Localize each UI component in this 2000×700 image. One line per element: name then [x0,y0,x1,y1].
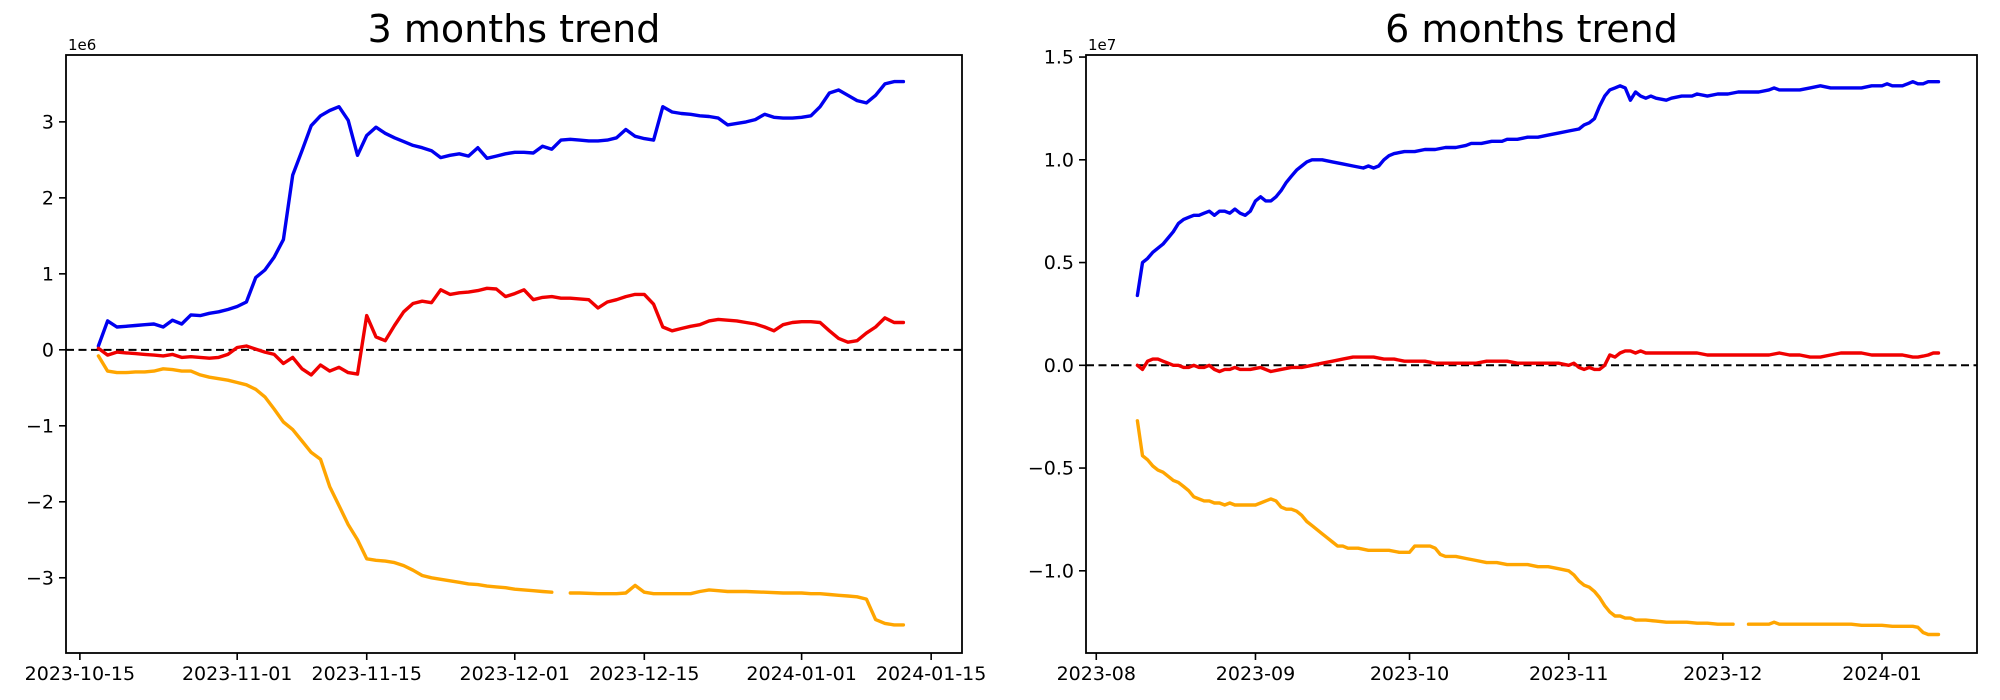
y-tick-label: −2 [26,491,54,513]
y-tick-label: 0.0 [1044,355,1074,377]
series-blue-line [96,79,906,348]
x-tick-label: 2023-12 [1683,663,1762,685]
y-tick-label: 1 [42,263,54,285]
x-tick-label: 2023-12-01 [460,663,570,685]
y-tick-label: −0.5 [1028,458,1074,480]
x-tick-label: 2024-01-15 [876,663,986,685]
y-tick-label: −3 [26,567,54,589]
x-tick-label: 2023-12-15 [589,663,699,685]
plot-border [1085,54,1978,654]
x-tick-label: 2024-01 [1842,663,1921,685]
y-tick-label: −1 [26,415,54,437]
x-tick-label: 2023-10-15 [25,663,135,685]
y-tick-label: 2 [42,187,54,209]
y-axis-scale-label-1e7: 1e7 [1088,36,1117,54]
x-tick-label: 2024-01-01 [746,663,856,685]
x-tick-label: 2023-09 [1216,663,1295,685]
chart-title-3-months: 3 months trend [367,7,661,51]
y-tick-label: 1.5 [1044,47,1074,69]
series-orange-line [1135,419,1941,637]
x-tick-label: 2023-11-15 [312,663,422,685]
x-tick-label: 2023-11 [1529,663,1608,685]
y-tick-label: 0 [42,339,54,361]
series-red-line [96,286,906,377]
y-tick-label: 3 [42,111,54,133]
x-tick-label: 2023-11-01 [182,663,292,685]
y-tick-label: 0.5 [1044,252,1074,274]
chart-title-6-months: 6 months trend [1385,7,1678,51]
x-tick-label: 2023-08 [1057,663,1136,685]
y-axis-scale-label-1e6: 1e6 [68,36,97,54]
series-red-line [1135,349,1941,374]
series-blue-line [1135,80,1941,298]
x-tick-label: 2023-10 [1370,663,1449,685]
plot-border [65,54,963,654]
y-tick-label: −1.0 [1028,560,1074,582]
series-orange-line [96,354,906,627]
y-tick-label: 1.0 [1044,149,1074,171]
